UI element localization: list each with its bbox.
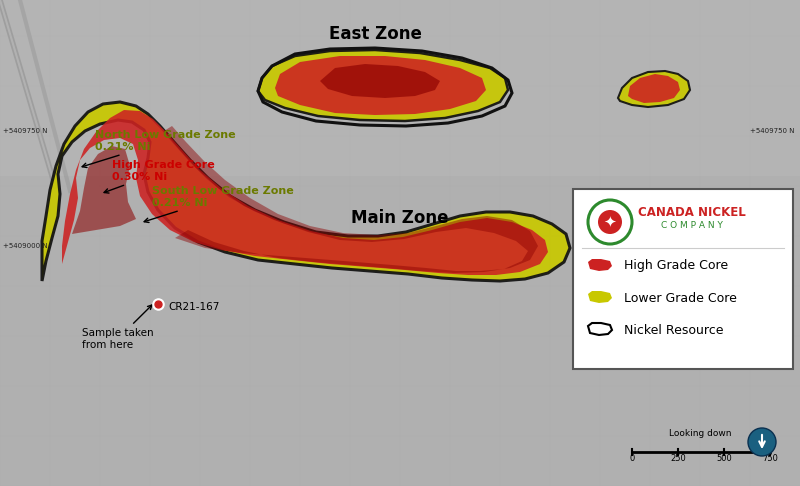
- Circle shape: [598, 210, 622, 234]
- Polygon shape: [164, 126, 538, 273]
- Text: C O M P A N Y: C O M P A N Y: [661, 222, 723, 230]
- Text: ✦: ✦: [604, 214, 616, 229]
- Polygon shape: [275, 56, 486, 115]
- Text: Sample taken
from here: Sample taken from here: [82, 305, 154, 349]
- Text: High Grade Core
0.30% Ni: High Grade Core 0.30% Ni: [104, 160, 214, 193]
- FancyBboxPatch shape: [573, 189, 793, 369]
- Polygon shape: [42, 102, 570, 281]
- Text: South Low Grade Zone
0.21% Ni: South Low Grade Zone 0.21% Ni: [144, 186, 294, 223]
- Text: CANADA NICKEL: CANADA NICKEL: [638, 206, 746, 219]
- Text: +5409750 N: +5409750 N: [750, 128, 795, 134]
- Text: High Grade Core: High Grade Core: [624, 260, 728, 273]
- Text: North Low Grade Zone
0.21% Ni: North Low Grade Zone 0.21% Ni: [82, 130, 236, 168]
- Text: 0: 0: [630, 454, 634, 463]
- Text: 750: 750: [762, 454, 778, 463]
- Bar: [0, 0, 800, 176]
- Text: +5409000 N: +5409000 N: [3, 243, 48, 249]
- Polygon shape: [628, 74, 680, 103]
- Text: Main Zone: Main Zone: [351, 209, 449, 227]
- Text: Nickel Resource: Nickel Resource: [624, 324, 723, 336]
- Polygon shape: [588, 259, 612, 271]
- Text: 250: 250: [670, 454, 686, 463]
- Text: 500: 500: [716, 454, 732, 463]
- Polygon shape: [618, 71, 690, 107]
- Circle shape: [748, 428, 776, 456]
- Text: Lower Grade Core: Lower Grade Core: [624, 292, 737, 305]
- Polygon shape: [320, 64, 440, 98]
- Polygon shape: [588, 291, 612, 303]
- Polygon shape: [62, 110, 548, 275]
- Text: +5409750 N: +5409750 N: [3, 128, 47, 134]
- Polygon shape: [258, 50, 508, 121]
- Text: East Zone: East Zone: [329, 25, 422, 43]
- Text: Looking down: Looking down: [669, 429, 731, 438]
- Polygon shape: [72, 146, 136, 234]
- Text: CR21-167: CR21-167: [168, 302, 219, 312]
